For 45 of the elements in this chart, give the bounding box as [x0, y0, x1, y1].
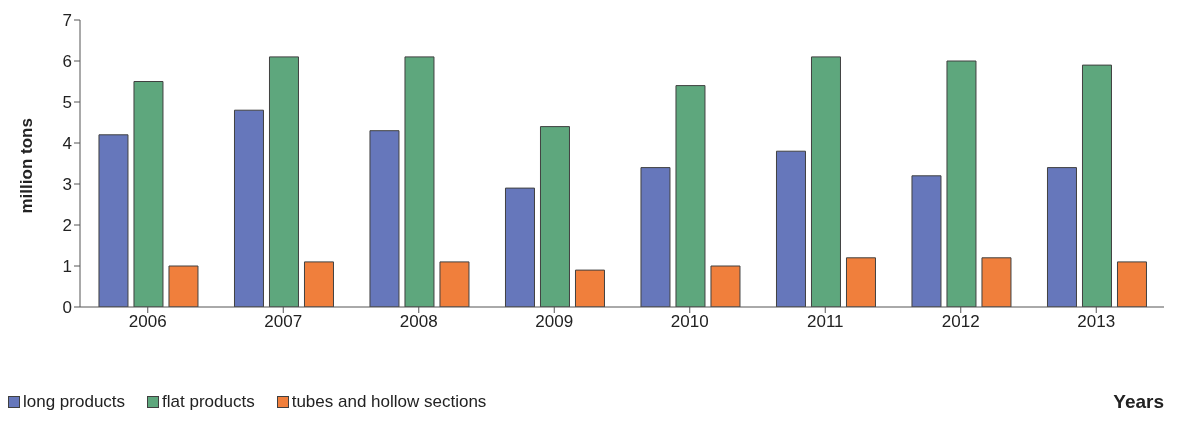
bar — [574, 269, 605, 307]
bar — [1046, 167, 1077, 307]
y-tick-label: 1 — [62, 257, 72, 277]
bar — [539, 126, 570, 307]
x-tick-label: 2010 — [670, 312, 709, 332]
bar — [268, 56, 299, 307]
bar — [133, 81, 164, 307]
bar — [1116, 261, 1147, 307]
x-tick-label: 2013 — [1077, 312, 1116, 332]
bar — [675, 85, 706, 307]
y-tick-label: 6 — [62, 52, 72, 72]
bar — [640, 167, 671, 307]
bar — [303, 261, 334, 307]
y-axis-title: million tons — [17, 118, 37, 214]
bar — [404, 56, 435, 307]
bar — [504, 187, 535, 307]
x-tick-label: 2006 — [128, 312, 167, 332]
bar — [810, 56, 841, 307]
y-tick-label: 0 — [62, 298, 72, 318]
bar — [981, 257, 1012, 307]
y-tick-label: 7 — [62, 11, 72, 31]
bar — [369, 130, 400, 307]
bar — [911, 175, 942, 307]
bar — [233, 109, 264, 307]
bar — [946, 60, 977, 307]
y-tick-label: 3 — [62, 175, 72, 195]
x-tick-label: 2011 — [806, 312, 844, 332]
x-tick-label: 2009 — [535, 312, 574, 332]
bar — [168, 265, 199, 307]
x-tick-label: 2008 — [399, 312, 438, 332]
bar — [98, 134, 129, 307]
bar — [710, 265, 741, 307]
bar — [845, 257, 876, 307]
legend-label: flat products — [162, 392, 255, 412]
bar — [439, 261, 470, 307]
legend-label: long products — [23, 392, 126, 412]
bar — [775, 150, 806, 307]
x-tick-label: 2012 — [941, 312, 980, 332]
bar — [1081, 64, 1112, 307]
y-tick-label: 2 — [62, 216, 72, 236]
x-tick-label: 2007 — [264, 312, 303, 332]
x-axis-title: Years — [1113, 391, 1165, 413]
legend-label: tubes and hollow sections — [291, 392, 487, 412]
y-tick-label: 4 — [62, 134, 72, 154]
y-tick-label: 5 — [62, 93, 72, 113]
